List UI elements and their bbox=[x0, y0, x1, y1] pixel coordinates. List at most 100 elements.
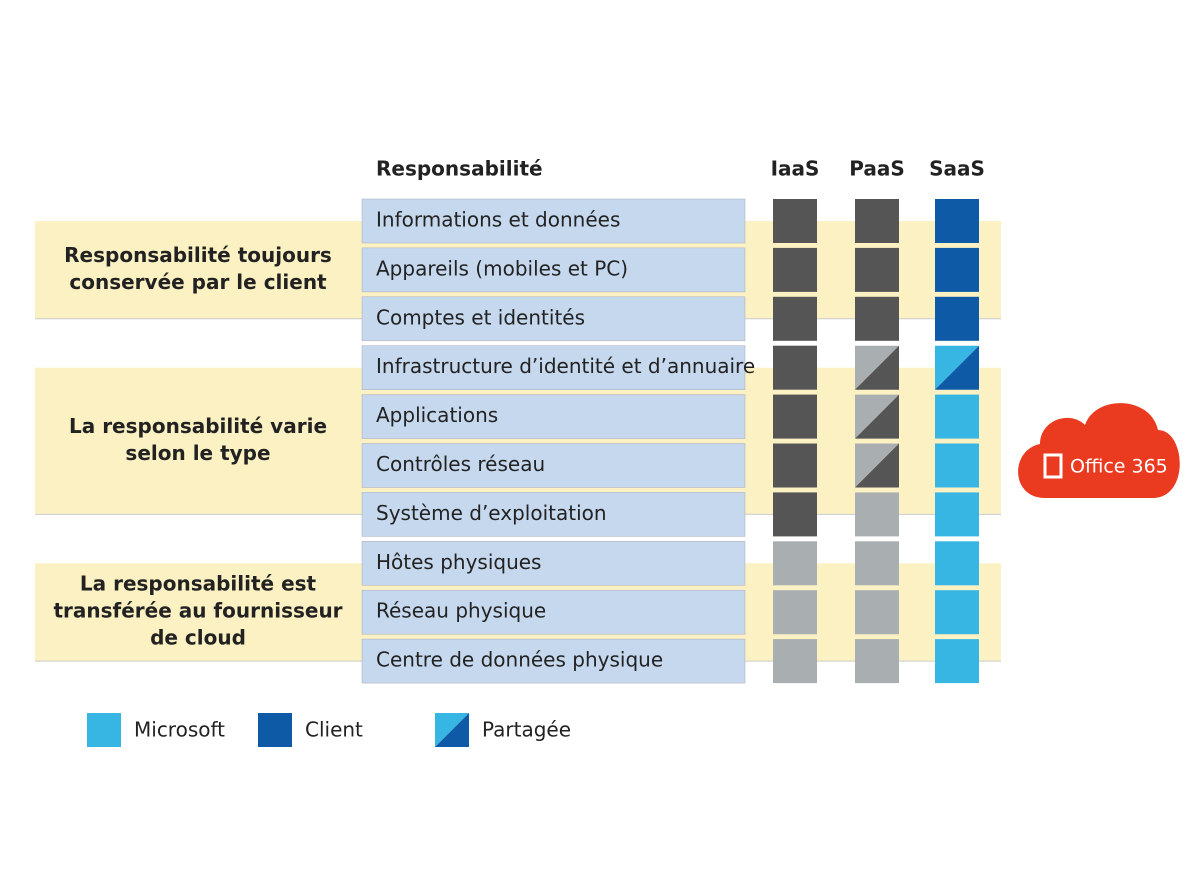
row-box bbox=[361, 394, 746, 439]
group-label: conservée par le client bbox=[69, 270, 327, 294]
row-box bbox=[361, 247, 746, 293]
responsibility-cell bbox=[773, 296, 817, 341]
cell-part bbox=[935, 541, 979, 586]
responsibility-cell bbox=[935, 247, 979, 292]
row-box bbox=[361, 345, 746, 390]
office-badge: Office 365 bbox=[1018, 403, 1180, 498]
row-box bbox=[361, 638, 746, 684]
cell-part bbox=[855, 247, 899, 292]
row-label: Applications bbox=[376, 403, 498, 427]
responsibility-cell bbox=[855, 199, 899, 243]
cell-part bbox=[773, 590, 817, 635]
row-label: Appareils (mobiles et PC) bbox=[376, 256, 628, 280]
cell-part bbox=[773, 296, 817, 341]
responsibility-cell bbox=[935, 394, 979, 439]
row-label: Centre de données physique bbox=[376, 648, 663, 672]
cell-part bbox=[258, 713, 292, 747]
cell-part bbox=[855, 590, 899, 635]
group-label: Responsabilité toujours bbox=[64, 243, 332, 267]
cell-part bbox=[935, 639, 979, 684]
cell-part bbox=[935, 492, 979, 537]
cell-part bbox=[935, 394, 979, 439]
responsibility-cell bbox=[773, 443, 817, 488]
responsibility-cell bbox=[935, 590, 979, 635]
cell-part bbox=[855, 345, 899, 390]
cell-part bbox=[935, 443, 979, 488]
row-label: Hôtes physiques bbox=[376, 550, 541, 574]
cell-part bbox=[935, 345, 979, 390]
responsibility-cell bbox=[935, 541, 979, 586]
row-label: Informations et données bbox=[376, 208, 620, 232]
cell-part bbox=[773, 199, 817, 243]
group-label: selon le type bbox=[125, 441, 270, 465]
cell-part bbox=[87, 713, 121, 747]
cell-part bbox=[773, 247, 817, 292]
responsibility-cell bbox=[855, 443, 899, 488]
group-band bbox=[35, 367, 1001, 515]
group-label: transférée au fournisseur bbox=[53, 599, 342, 623]
column-label: SaaS bbox=[929, 157, 985, 181]
legend-label: Client bbox=[305, 718, 363, 742]
responsibility-cell bbox=[855, 394, 899, 439]
responsibility-cell bbox=[935, 639, 979, 684]
cell-part bbox=[773, 492, 817, 537]
cell-part bbox=[773, 394, 817, 439]
responsibility-cell bbox=[855, 296, 899, 341]
legend-swatch bbox=[435, 713, 469, 747]
responsibility-cell bbox=[935, 492, 979, 537]
responsibility-cell bbox=[935, 296, 979, 341]
row-box bbox=[361, 589, 746, 635]
responsibility-cell bbox=[855, 247, 899, 292]
row-box bbox=[361, 492, 746, 537]
legend-swatch bbox=[258, 713, 292, 747]
cell-part bbox=[855, 541, 899, 586]
responsibility-cell bbox=[773, 345, 817, 390]
row-label: Comptes et identités bbox=[376, 305, 585, 329]
legend-label: Microsoft bbox=[134, 718, 225, 742]
cell-part bbox=[935, 199, 979, 243]
cell-part bbox=[855, 394, 899, 439]
group-label: La responsabilité est bbox=[80, 572, 317, 596]
cell-part bbox=[855, 639, 899, 684]
row-label: Réseau physique bbox=[376, 599, 546, 623]
cell-part bbox=[855, 492, 899, 537]
responsibility-cell bbox=[935, 345, 979, 390]
responsibility-cell bbox=[855, 639, 899, 684]
column-label: IaaS bbox=[771, 157, 820, 181]
row-label: Infrastructure d’identité et d’annuaire bbox=[376, 354, 755, 378]
cell-part bbox=[855, 296, 899, 341]
row-box bbox=[361, 443, 746, 488]
badge-label: Office 365 bbox=[1070, 456, 1168, 478]
cloud bbox=[1018, 403, 1180, 498]
responsibility-cell bbox=[855, 590, 899, 635]
office-icon bbox=[1043, 453, 1063, 479]
group-label: de cloud bbox=[150, 626, 246, 650]
cell-part bbox=[773, 639, 817, 684]
row-box bbox=[361, 296, 746, 342]
row-label: Système d’exploitation bbox=[376, 501, 607, 525]
cell-part bbox=[935, 590, 979, 635]
legend-label: Partagée bbox=[482, 718, 571, 742]
responsibility-cell bbox=[935, 199, 979, 243]
row-box bbox=[361, 541, 746, 586]
responsibility-cell bbox=[773, 590, 817, 635]
column-label: PaaS bbox=[849, 157, 905, 181]
cell-part bbox=[773, 541, 817, 586]
cell-part bbox=[935, 247, 979, 292]
row-label: Contrôles réseau bbox=[376, 452, 545, 476]
responsibility-cell bbox=[855, 345, 899, 390]
cell-part bbox=[855, 199, 899, 243]
cell-part bbox=[773, 443, 817, 488]
legend-swatch bbox=[87, 713, 121, 747]
responsibility-cell bbox=[855, 492, 899, 537]
responsibility-cell bbox=[773, 639, 817, 684]
responsibility-cell bbox=[773, 541, 817, 586]
column-header: Responsabilité bbox=[376, 157, 543, 181]
row-box bbox=[361, 198, 746, 244]
cell-part bbox=[435, 713, 469, 747]
responsibility-cell bbox=[855, 541, 899, 586]
responsibility-cell bbox=[773, 247, 817, 292]
responsibility-cell bbox=[773, 394, 817, 439]
cell-part bbox=[855, 443, 899, 488]
